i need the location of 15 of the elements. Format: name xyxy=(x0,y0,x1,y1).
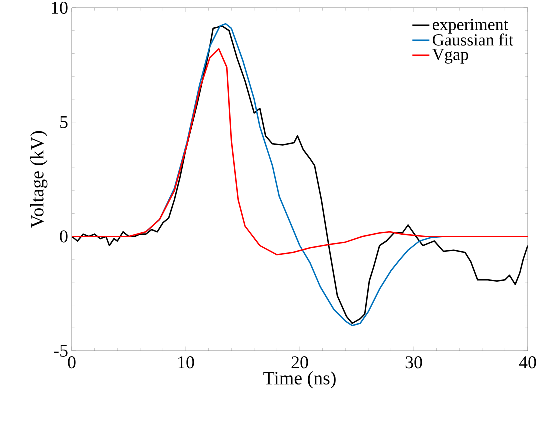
legend-label: Gaussian fit xyxy=(433,34,514,46)
x-tick-label: 0 xyxy=(68,356,76,369)
y-tick-label: -5 xyxy=(54,345,68,357)
y-tick-label: 0 xyxy=(60,230,68,243)
y-tick-label: 10 xyxy=(52,2,68,14)
y-tick-label: 5 xyxy=(60,116,68,128)
x-tick-label: 20 xyxy=(292,356,308,369)
x-tick-label: 10 xyxy=(178,356,194,369)
y-axis-title: Voltage (kV) xyxy=(30,131,48,228)
x-axis-title: Time (ns) xyxy=(264,371,336,389)
x-tick-label: 40 xyxy=(519,356,536,369)
legend-label: Vgap xyxy=(432,49,468,64)
x-tick-label: 30 xyxy=(406,356,422,369)
legend-label: experiment xyxy=(432,19,508,34)
line-series xyxy=(72,48,528,256)
